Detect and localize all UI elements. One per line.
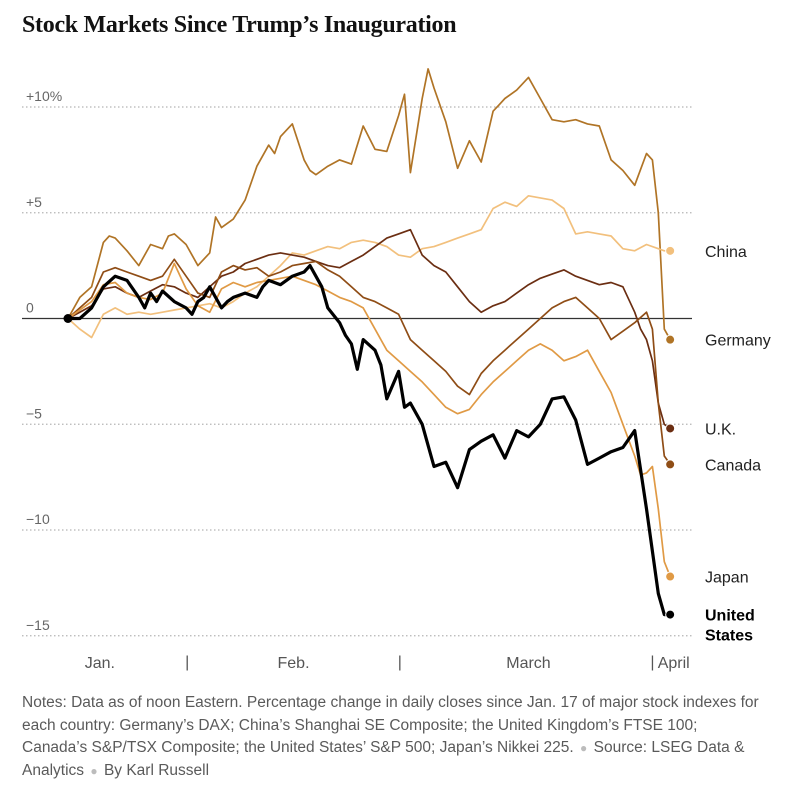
series-label-line: Japan — [705, 570, 749, 587]
y-tick-label: −10 — [26, 511, 50, 527]
x-tick-label: April — [658, 655, 690, 672]
series-line-canada — [67, 258, 672, 466]
byline: By Karl Russell — [103, 761, 210, 779]
series-labels: Germany China U.K. Canada Japan United States — [705, 244, 771, 645]
series-line-china — [67, 194, 672, 339]
end-point-canada — [665, 459, 676, 470]
series-end-dots — [63, 245, 676, 620]
x-tick-label: March — [506, 655, 550, 672]
month-separator: | — [185, 654, 189, 671]
chart-title: Stock Markets Since Trump’s Inauguration — [22, 12, 457, 38]
series-label-canada: Canada — [705, 457, 761, 474]
series-line-germany — [67, 68, 672, 341]
x-axis-ticks: Jan. Feb. March April| | | — [85, 654, 690, 672]
x-tick-label: Feb. — [278, 655, 310, 672]
y-tick-label: −15 — [26, 617, 50, 633]
series-line-united-states — [66, 264, 672, 617]
chart-notes: Notes: Data as of noon Eastern. Percenta… — [22, 692, 762, 782]
series-label-u-k-: U.K. — [705, 421, 736, 438]
y-tick-label: 0 — [26, 300, 34, 316]
line-chart: +10%+50−5−10−15 Jan. Feb. March April| | | Ge… — [22, 68, 771, 672]
y-tick-label: +10% — [26, 88, 62, 104]
notes-text: Notes: Data as of noon Eastern. Percenta… — [22, 694, 759, 756]
start-point — [63, 314, 73, 323]
series-label-line: Germany — [705, 333, 771, 350]
y-axis-ticks: +10% +5 0 −5 −10 −15 — [26, 88, 62, 633]
series-line-japan — [67, 262, 672, 578]
month-separator: | — [650, 654, 654, 671]
series-line-u-k- — [67, 228, 672, 430]
end-point-japan — [665, 571, 676, 582]
series-label-china: China — [705, 244, 747, 261]
end-point-united-states — [665, 609, 676, 620]
end-point-u-k- — [665, 423, 676, 434]
month-separator: | — [398, 654, 402, 671]
x-tick-label: Jan. — [85, 655, 115, 672]
end-point-china — [665, 245, 676, 256]
series-label-line: China — [705, 244, 747, 261]
series-label-line: United — [705, 608, 755, 625]
y-tick-label: −5 — [26, 405, 42, 421]
series-lines — [66, 68, 672, 617]
series-label-germany: Germany — [705, 333, 771, 350]
end-point-germany — [665, 334, 676, 345]
series-label-line: Canada — [705, 457, 761, 474]
separator-dot-icon: ● — [576, 741, 591, 755]
gridlines — [22, 106, 692, 637]
separator-dot-icon: ● — [87, 763, 101, 778]
series-label-japan: Japan — [705, 570, 749, 587]
source-text: Source: LSEG Data & Analytics — [22, 739, 745, 779]
series-label-united-states: United States — [705, 608, 755, 645]
y-tick-label: +5 — [26, 194, 42, 210]
series-label-line: U.K. — [705, 421, 736, 438]
series-label-line: States — [705, 628, 753, 645]
